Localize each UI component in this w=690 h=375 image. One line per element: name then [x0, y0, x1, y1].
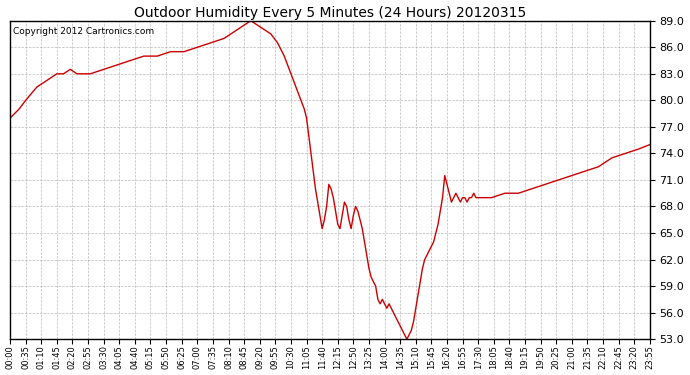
- Text: Copyright 2012 Cartronics.com: Copyright 2012 Cartronics.com: [13, 27, 155, 36]
- Title: Outdoor Humidity Every 5 Minutes (24 Hours) 20120315: Outdoor Humidity Every 5 Minutes (24 Hou…: [134, 6, 526, 20]
